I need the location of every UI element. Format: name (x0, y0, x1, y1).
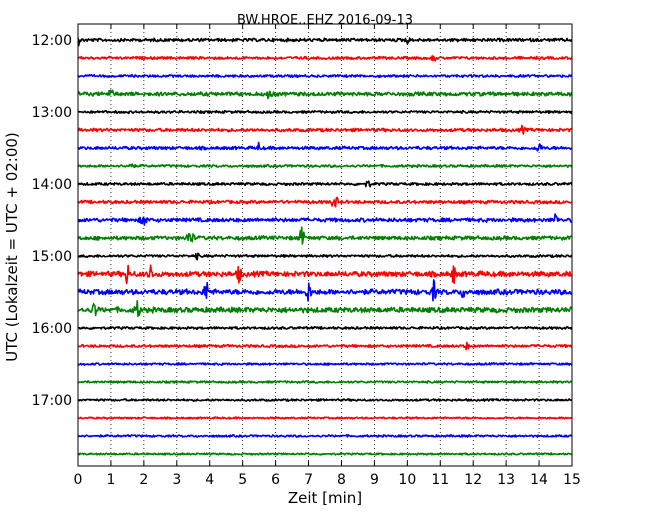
x-tick-label: 2 (139, 472, 148, 488)
x-tick-label: 11 (431, 472, 449, 488)
y-tick-label: 15:00 (32, 249, 72, 265)
trace-1230 (78, 73, 572, 79)
trace-1300 (78, 109, 572, 115)
y-axis: 12:00 13:00 14:00 15:00 16:00 17:00 (32, 33, 83, 409)
trace-1415 (78, 196, 572, 208)
x-tick-label: 9 (370, 472, 379, 488)
trace-1445 (78, 226, 572, 245)
chart-title: BW.HROE..EHZ 2016-09-13 (237, 13, 413, 28)
traces (78, 37, 572, 456)
trace-1645 (78, 380, 572, 384)
x-tick-label: 13 (497, 472, 515, 488)
trace-1215 (78, 55, 572, 62)
x-tick-label: 14 (530, 472, 548, 488)
x-tick-label: 5 (238, 472, 247, 488)
y-tick-label: 14:00 (32, 177, 72, 193)
trace-1245 (78, 89, 572, 100)
trace-1200 (78, 37, 572, 47)
x-tick-label: 10 (398, 472, 416, 488)
trace-1430 (78, 213, 572, 226)
x-tick-label: 0 (74, 472, 83, 488)
x-tick-label: 6 (271, 472, 280, 488)
trace-1530 (78, 279, 572, 302)
trace-1315 (78, 124, 572, 135)
y-axis-label: UTC (Lokalzeit = UTC + 02:00) (3, 132, 21, 362)
trace-1545 (78, 300, 572, 318)
trace-1345 (78, 163, 572, 169)
x-tick-label: 7 (304, 472, 313, 488)
trace-1600 (78, 325, 572, 331)
trace-1730 (78, 434, 572, 438)
y-tick-label: 12:00 (32, 33, 72, 49)
x-axis: 0 1 2 3 4 5 6 7 8 9 10 11 12 13 14 15 (74, 24, 581, 488)
trace-1515 (78, 264, 572, 285)
y-tick-label: 16:00 (32, 321, 72, 337)
plot-frame (77, 23, 573, 467)
trace-1745 (78, 452, 572, 456)
trace-1615 (78, 341, 572, 351)
x-tick-label: 12 (464, 472, 482, 488)
trace-1700 (78, 398, 572, 402)
grid (110, 24, 540, 466)
trace-1330 (78, 141, 572, 152)
trace-1715 (78, 416, 572, 420)
x-tick-label: 3 (172, 472, 181, 488)
trace-1400 (78, 180, 572, 188)
x-tick-label: 8 (337, 472, 346, 488)
trace-1500 (78, 252, 572, 261)
x-tick-label: 15 (563, 472, 581, 488)
x-axis-label: Zeit [min] (288, 489, 362, 507)
trace-1630 (78, 362, 572, 366)
x-tick-label: 4 (205, 472, 214, 488)
y-tick-label: 17:00 (32, 393, 72, 409)
x-tick-label: 1 (106, 472, 115, 488)
y-tick-label: 13:00 (32, 105, 72, 121)
